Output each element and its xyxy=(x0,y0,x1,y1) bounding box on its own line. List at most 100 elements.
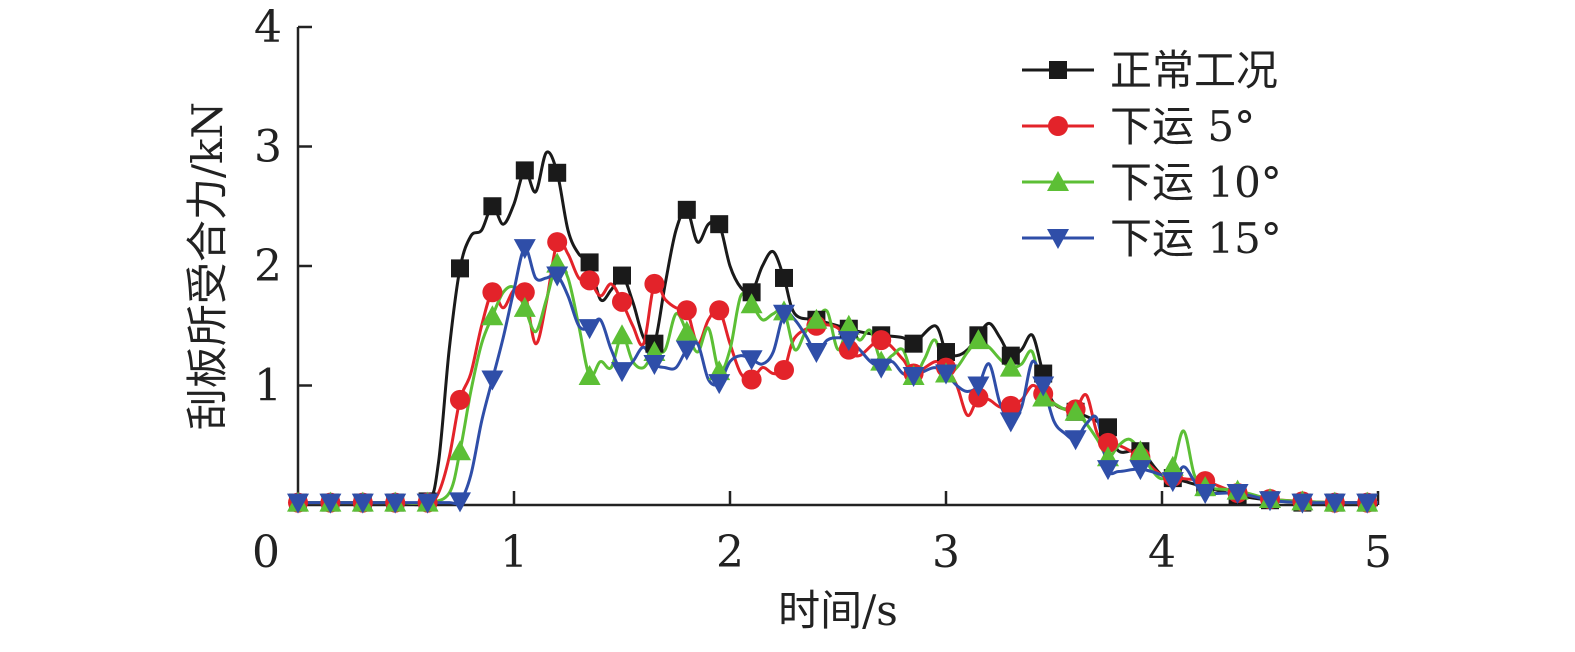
data-point xyxy=(287,493,309,514)
data-point xyxy=(1098,432,1118,453)
data-point xyxy=(611,324,633,345)
data-point xyxy=(871,330,892,351)
data-point xyxy=(481,305,504,326)
data-point xyxy=(709,300,730,321)
data-point xyxy=(999,412,1022,433)
data-point xyxy=(1000,395,1021,416)
data-point xyxy=(675,340,698,361)
data-point xyxy=(805,308,828,329)
legend-label: 下运 5° xyxy=(1110,102,1255,151)
data-point xyxy=(1099,418,1117,437)
data-point xyxy=(773,304,795,325)
data-point xyxy=(708,374,731,395)
data-point xyxy=(741,369,762,390)
series-line-3 xyxy=(297,261,1379,505)
data-point xyxy=(870,358,893,379)
data-point xyxy=(579,270,600,291)
data-point xyxy=(1001,346,1020,365)
data-point xyxy=(546,266,569,287)
data-point xyxy=(613,266,631,285)
data-point xyxy=(483,197,502,216)
data-point xyxy=(450,389,470,410)
data-point xyxy=(1097,460,1119,481)
data-point xyxy=(643,354,666,375)
y-tick-label: 3 xyxy=(254,122,282,173)
legend-entry: 下运 15° xyxy=(1022,214,1282,263)
data-point xyxy=(578,319,601,340)
data-point xyxy=(580,253,599,272)
data-point xyxy=(740,350,763,371)
data-point xyxy=(451,259,469,278)
data-point xyxy=(449,492,471,513)
x-axis-title: 时间/s xyxy=(778,586,898,635)
data-point xyxy=(513,296,536,317)
data-point xyxy=(999,356,1022,377)
data-point xyxy=(548,163,567,182)
data-point xyxy=(611,362,633,383)
data-point xyxy=(513,239,536,260)
data-point xyxy=(384,493,407,514)
data-point xyxy=(967,329,990,350)
data-point xyxy=(351,493,374,514)
legend-marker xyxy=(1047,171,1069,191)
series-markers-4 xyxy=(287,239,1379,514)
data-point xyxy=(1226,484,1249,505)
legend-label: 正常工况 xyxy=(1110,46,1278,95)
data-point xyxy=(1323,493,1346,514)
data-point xyxy=(677,200,696,219)
data-point xyxy=(774,359,794,380)
x-tick-label: 2 xyxy=(716,527,744,578)
data-point xyxy=(740,293,763,314)
ticks: 0 1 2 3 4 5 1 2 3 4 xyxy=(252,2,1392,578)
data-point xyxy=(775,268,793,287)
data-point xyxy=(612,291,632,312)
legend-entry: 正常工况 xyxy=(1022,46,1278,95)
x-tick-label: 1 xyxy=(500,527,528,578)
data-point xyxy=(935,364,957,385)
x-tick-label: 5 xyxy=(1364,527,1392,578)
legend-label: 下运 15° xyxy=(1110,214,1282,263)
data-point xyxy=(547,232,568,253)
data-point xyxy=(1032,376,1055,397)
data-point xyxy=(968,387,989,408)
data-point xyxy=(675,320,698,341)
data-point xyxy=(937,343,955,362)
data-point xyxy=(482,282,503,303)
y-tick-label: 4 xyxy=(254,2,282,53)
data-point xyxy=(902,366,925,387)
legend-label: 下运 10° xyxy=(1110,158,1282,207)
legend-marker xyxy=(1047,229,1069,249)
data-point xyxy=(1064,400,1087,421)
x-tick-label: 3 xyxy=(932,527,960,578)
data-point xyxy=(515,161,534,180)
legend-entry: 下运 10° xyxy=(1022,158,1282,207)
legend-marker xyxy=(1049,61,1067,79)
data-point xyxy=(481,370,504,391)
data-point xyxy=(319,493,342,514)
y-tick-label: 1 xyxy=(254,361,282,412)
series-line-4 xyxy=(297,246,1378,506)
data-point xyxy=(1064,430,1087,451)
data-point xyxy=(1161,472,1184,493)
x-tick-label: 4 xyxy=(1148,527,1176,578)
data-point xyxy=(1194,484,1217,505)
legend-entry: 下运 5° xyxy=(1022,102,1255,151)
data-point xyxy=(742,283,761,302)
data-point xyxy=(644,273,665,294)
data-point xyxy=(805,343,828,364)
data-point xyxy=(1259,491,1281,512)
data-point xyxy=(514,282,535,303)
data-point xyxy=(1161,455,1184,476)
legend-marker xyxy=(1048,116,1068,136)
series-markers xyxy=(287,161,1379,514)
y-tick-label: 2 xyxy=(254,241,282,292)
data-point xyxy=(904,334,923,353)
data-point xyxy=(676,300,697,321)
data-point xyxy=(449,440,471,461)
data-point xyxy=(416,493,439,514)
data-point xyxy=(1129,460,1152,481)
data-point xyxy=(837,331,860,352)
